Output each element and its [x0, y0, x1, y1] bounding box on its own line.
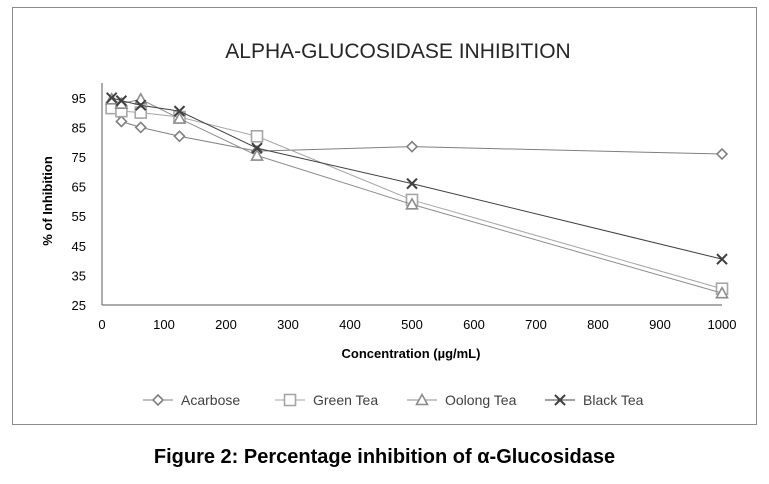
- legend-marker-green-tea: [283, 393, 297, 407]
- legend: Acarbose Green Tea Oolong Tea Black Tea: [143, 392, 644, 408]
- data-point-oolong-tea: [405, 197, 419, 210]
- data-point-black-tea: [251, 142, 263, 154]
- x-tick-label: 400: [339, 317, 361, 332]
- y-tick-label: 75: [72, 150, 86, 165]
- x-tick-label: 800: [587, 317, 609, 332]
- y-tick-label: 65: [72, 180, 86, 195]
- data-point-black-tea: [173, 105, 186, 117]
- x-tick-label: 500: [401, 317, 423, 332]
- y-tick-label: 55: [72, 209, 86, 224]
- series-oolong-tea: [104, 92, 729, 299]
- data-point-black-tea: [406, 177, 418, 190]
- legend-label-acarbose: Acarbose: [181, 392, 240, 408]
- series-black-tea: [105, 92, 728, 265]
- chart-title: ALPHA-GLUCOSIDASE INHIBITION: [225, 40, 570, 63]
- legend-marker-oolong-tea: [415, 392, 429, 406]
- axes-group: 0 100 200 300 400 500 600 700 800 900 1000 25 35 45 55…: [72, 83, 737, 332]
- data-point-black-tea: [716, 253, 728, 265]
- legend-label-black-tea: Black Tea: [583, 392, 644, 408]
- series-acarbose: [105, 102, 729, 161]
- x-axis-title: Concentration (µg/mL): [342, 346, 481, 361]
- y-axis-title: % of Inhibition: [40, 156, 55, 246]
- legend-marker-acarbose: [151, 393, 165, 407]
- legend-label-green-tea: Green Tea: [313, 392, 378, 408]
- x-tick-label: 200: [215, 317, 237, 332]
- x-tick-label: 600: [463, 317, 485, 332]
- x-tick-label: 1000: [708, 317, 737, 332]
- x-tick-label: 700: [525, 317, 547, 332]
- data-point-acarbose: [115, 115, 128, 128]
- legend-marker-black-tea: [554, 394, 566, 406]
- data-point-black-tea: [135, 99, 147, 111]
- data-point-acarbose: [715, 147, 729, 161]
- chart-svg: ALPHA-GLUCOSIDASE INHIBITION % of Inhibi…: [40, 40, 737, 408]
- data-point-acarbose: [134, 121, 147, 134]
- legend-item-oolong-tea: Oolong Tea: [407, 392, 517, 408]
- legend-label-oolong-tea: Oolong Tea: [445, 392, 517, 408]
- y-tick-label: 95: [72, 91, 86, 106]
- legend-item-green-tea: Green Tea: [275, 392, 378, 408]
- legend-item-black-tea: Black Tea: [545, 392, 644, 408]
- chart-frame: ALPHA-GLUCOSIDASE INHIBITION % of Inhibi…: [12, 7, 757, 425]
- data-point-oolong-tea: [250, 148, 264, 161]
- data-point-oolong-tea: [172, 111, 187, 124]
- y-tick-label: 25: [72, 298, 86, 313]
- series-line-black-tea: [111, 97, 723, 260]
- y-tick-label: 35: [72, 268, 86, 283]
- legend-item-acarbose: Acarbose: [143, 392, 240, 408]
- x-tick-label: 300: [277, 317, 299, 332]
- y-tick-label: 45: [72, 239, 86, 254]
- data-point-green-tea: [134, 106, 148, 119]
- data-point-oolong-tea: [715, 285, 729, 299]
- series-green-tea: [105, 101, 729, 296]
- data-point-acarbose: [173, 130, 186, 143]
- x-tick-label: 900: [649, 317, 671, 332]
- x-tick-label: 0: [98, 317, 105, 332]
- y-tick-label: 85: [72, 120, 86, 135]
- data-point-black-tea: [105, 92, 118, 104]
- data-point-green-tea: [250, 129, 264, 143]
- x-tick-label: 100: [153, 317, 175, 332]
- series-group: [104, 92, 729, 299]
- data-point-black-tea: [115, 95, 128, 107]
- figure-caption: Figure 2: Percentage inhibition of α-Glu…: [153, 446, 616, 468]
- data-point-acarbose: [405, 140, 419, 153]
